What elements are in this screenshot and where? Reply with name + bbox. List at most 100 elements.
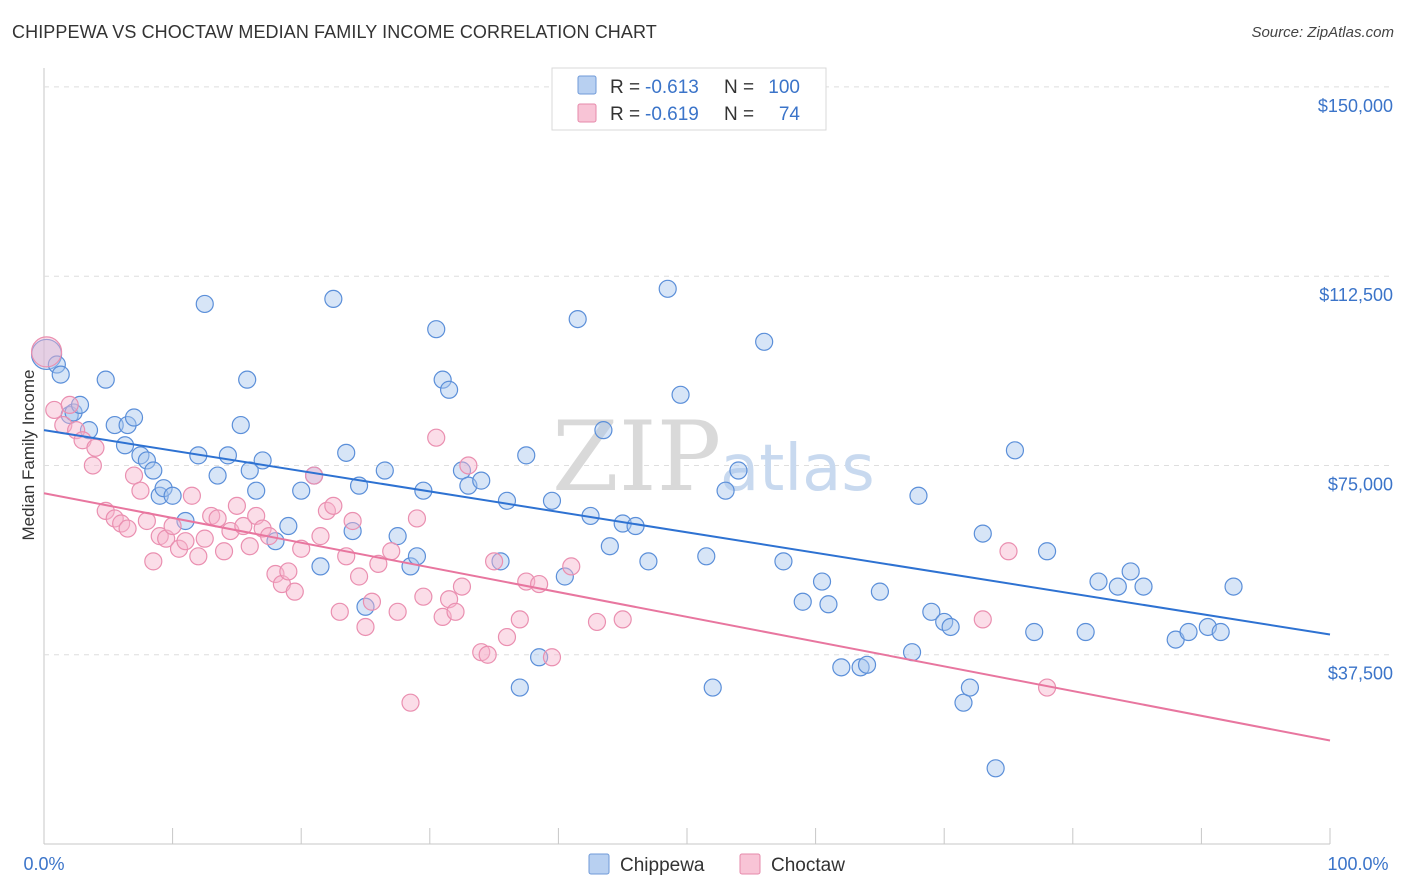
chippewa-point	[793, 592, 812, 611]
choctaw-point	[324, 496, 343, 515]
choctaw-point	[30, 336, 63, 368]
chippewa-point	[1076, 622, 1095, 642]
chippewa-point	[819, 595, 838, 614]
chippewa-point	[812, 572, 832, 591]
chippewa-point	[1179, 622, 1198, 642]
choctaw-point	[144, 552, 163, 571]
chippewa-point	[472, 471, 491, 490]
chippewa-point	[542, 491, 562, 510]
x-ticks	[172, 828, 1331, 844]
choctaw-point	[208, 509, 227, 528]
y-axis-label: Median Family Income	[19, 369, 38, 540]
correlation-legend: R = -0.613 N = 100 R = -0.619 N = 74	[551, 67, 827, 131]
chippewa-point	[144, 461, 163, 480]
choctaw-trend-line	[43, 492, 1331, 742]
choctaw-point	[401, 693, 420, 712]
choctaw-point	[587, 612, 607, 632]
choctaw-point	[118, 519, 137, 538]
chippewa-point	[658, 279, 677, 298]
choctaw-point	[427, 428, 446, 447]
watermark-atlas: atlas	[720, 432, 875, 506]
chippewa-point	[1108, 577, 1127, 596]
chippewa-point	[79, 421, 99, 440]
choctaw-point	[195, 529, 214, 548]
chippewa-point	[986, 759, 1005, 778]
chippewa-point	[568, 309, 587, 329]
chippewa-point	[433, 370, 452, 389]
legend-r-label-choctaw: R =	[610, 104, 640, 125]
chippewa-point	[594, 421, 613, 440]
chippewa-point	[555, 567, 574, 586]
choctaw-point	[227, 496, 246, 515]
choctaw-point	[510, 610, 529, 629]
choctaw-point	[478, 645, 497, 664]
chippewa-point	[1211, 622, 1230, 642]
choctaw-point	[330, 602, 349, 621]
choctaw-point	[182, 486, 201, 505]
legend-swatch-choctaw	[577, 103, 597, 123]
choctaw-point	[407, 509, 427, 528]
x-tick-label-max: 100.0%	[1327, 854, 1388, 874]
choctaw-point	[356, 617, 375, 637]
chippewa-point	[279, 516, 298, 536]
chippewa-point	[208, 466, 227, 485]
chippewa-point	[311, 557, 330, 576]
chippewa-point	[755, 332, 774, 351]
choctaw-point	[485, 552, 504, 571]
choctaw-point	[253, 519, 272, 538]
chippewa-point	[716, 481, 735, 500]
chippewa-point	[703, 678, 722, 697]
chippewa-point	[517, 446, 536, 465]
chippewa-point	[960, 678, 980, 697]
legend-r-label-chippewa: R =	[610, 77, 640, 98]
choctaw-point	[369, 554, 388, 573]
choctaw-point	[131, 481, 150, 500]
chippewa-point	[1005, 441, 1025, 460]
choctaw-point	[362, 592, 382, 611]
choctaw-point	[973, 610, 992, 629]
choctaw-point	[311, 527, 330, 546]
chippewa-point	[491, 552, 510, 571]
y-tick-label: $150,000	[1318, 96, 1393, 116]
choctaw-point	[497, 627, 517, 647]
choctaw-point	[562, 557, 581, 576]
bottom-legend-label-chippewa: Chippewa	[620, 855, 705, 876]
chippewa-point	[247, 481, 266, 500]
trend-lines	[43, 429, 1331, 742]
choctaw-point	[214, 542, 234, 561]
chippewa-point	[439, 380, 459, 399]
chippewa-point	[163, 486, 182, 505]
chippewa-point	[832, 658, 851, 677]
chippewa-point	[137, 451, 156, 470]
chippewa-point	[105, 415, 124, 435]
y-tick-label: $75,000	[1328, 474, 1393, 494]
chippewa-point	[96, 370, 115, 389]
chippewa-point	[639, 552, 658, 571]
chippewa-point	[941, 617, 960, 637]
choctaw-point	[613, 610, 632, 629]
y-tick-label: $37,500	[1328, 664, 1393, 684]
legend-box	[551, 67, 827, 131]
chart-title: CHIPPEWA VS CHOCTAW MEDIAN FAMILY INCOME…	[12, 22, 657, 42]
chippewa-point	[1089, 572, 1108, 591]
bottom-legend-swatch-chippewa	[588, 853, 610, 875]
chippewa-point	[388, 527, 407, 546]
chippewa-point	[124, 408, 144, 427]
chippewa-point	[407, 547, 427, 566]
chippewa-point	[195, 294, 214, 314]
bottom-legend-swatch-choctaw	[739, 853, 761, 875]
choctaw-point	[240, 537, 259, 556]
choctaw-point	[349, 567, 369, 586]
x-tick-label-min: 0.0%	[23, 854, 64, 874]
chippewa-point	[47, 355, 66, 374]
chippewa-point	[51, 365, 70, 384]
choctaw-point	[176, 532, 195, 551]
chippewa-trend-line	[43, 429, 1331, 636]
chippewa-point	[1025, 622, 1044, 642]
choctaw-point	[285, 582, 304, 601]
chippewa-point	[292, 481, 311, 500]
chippewa-point	[118, 415, 137, 435]
choctaw-point	[452, 577, 472, 596]
chippewa-point	[671, 385, 690, 404]
choctaw-point	[86, 438, 105, 457]
